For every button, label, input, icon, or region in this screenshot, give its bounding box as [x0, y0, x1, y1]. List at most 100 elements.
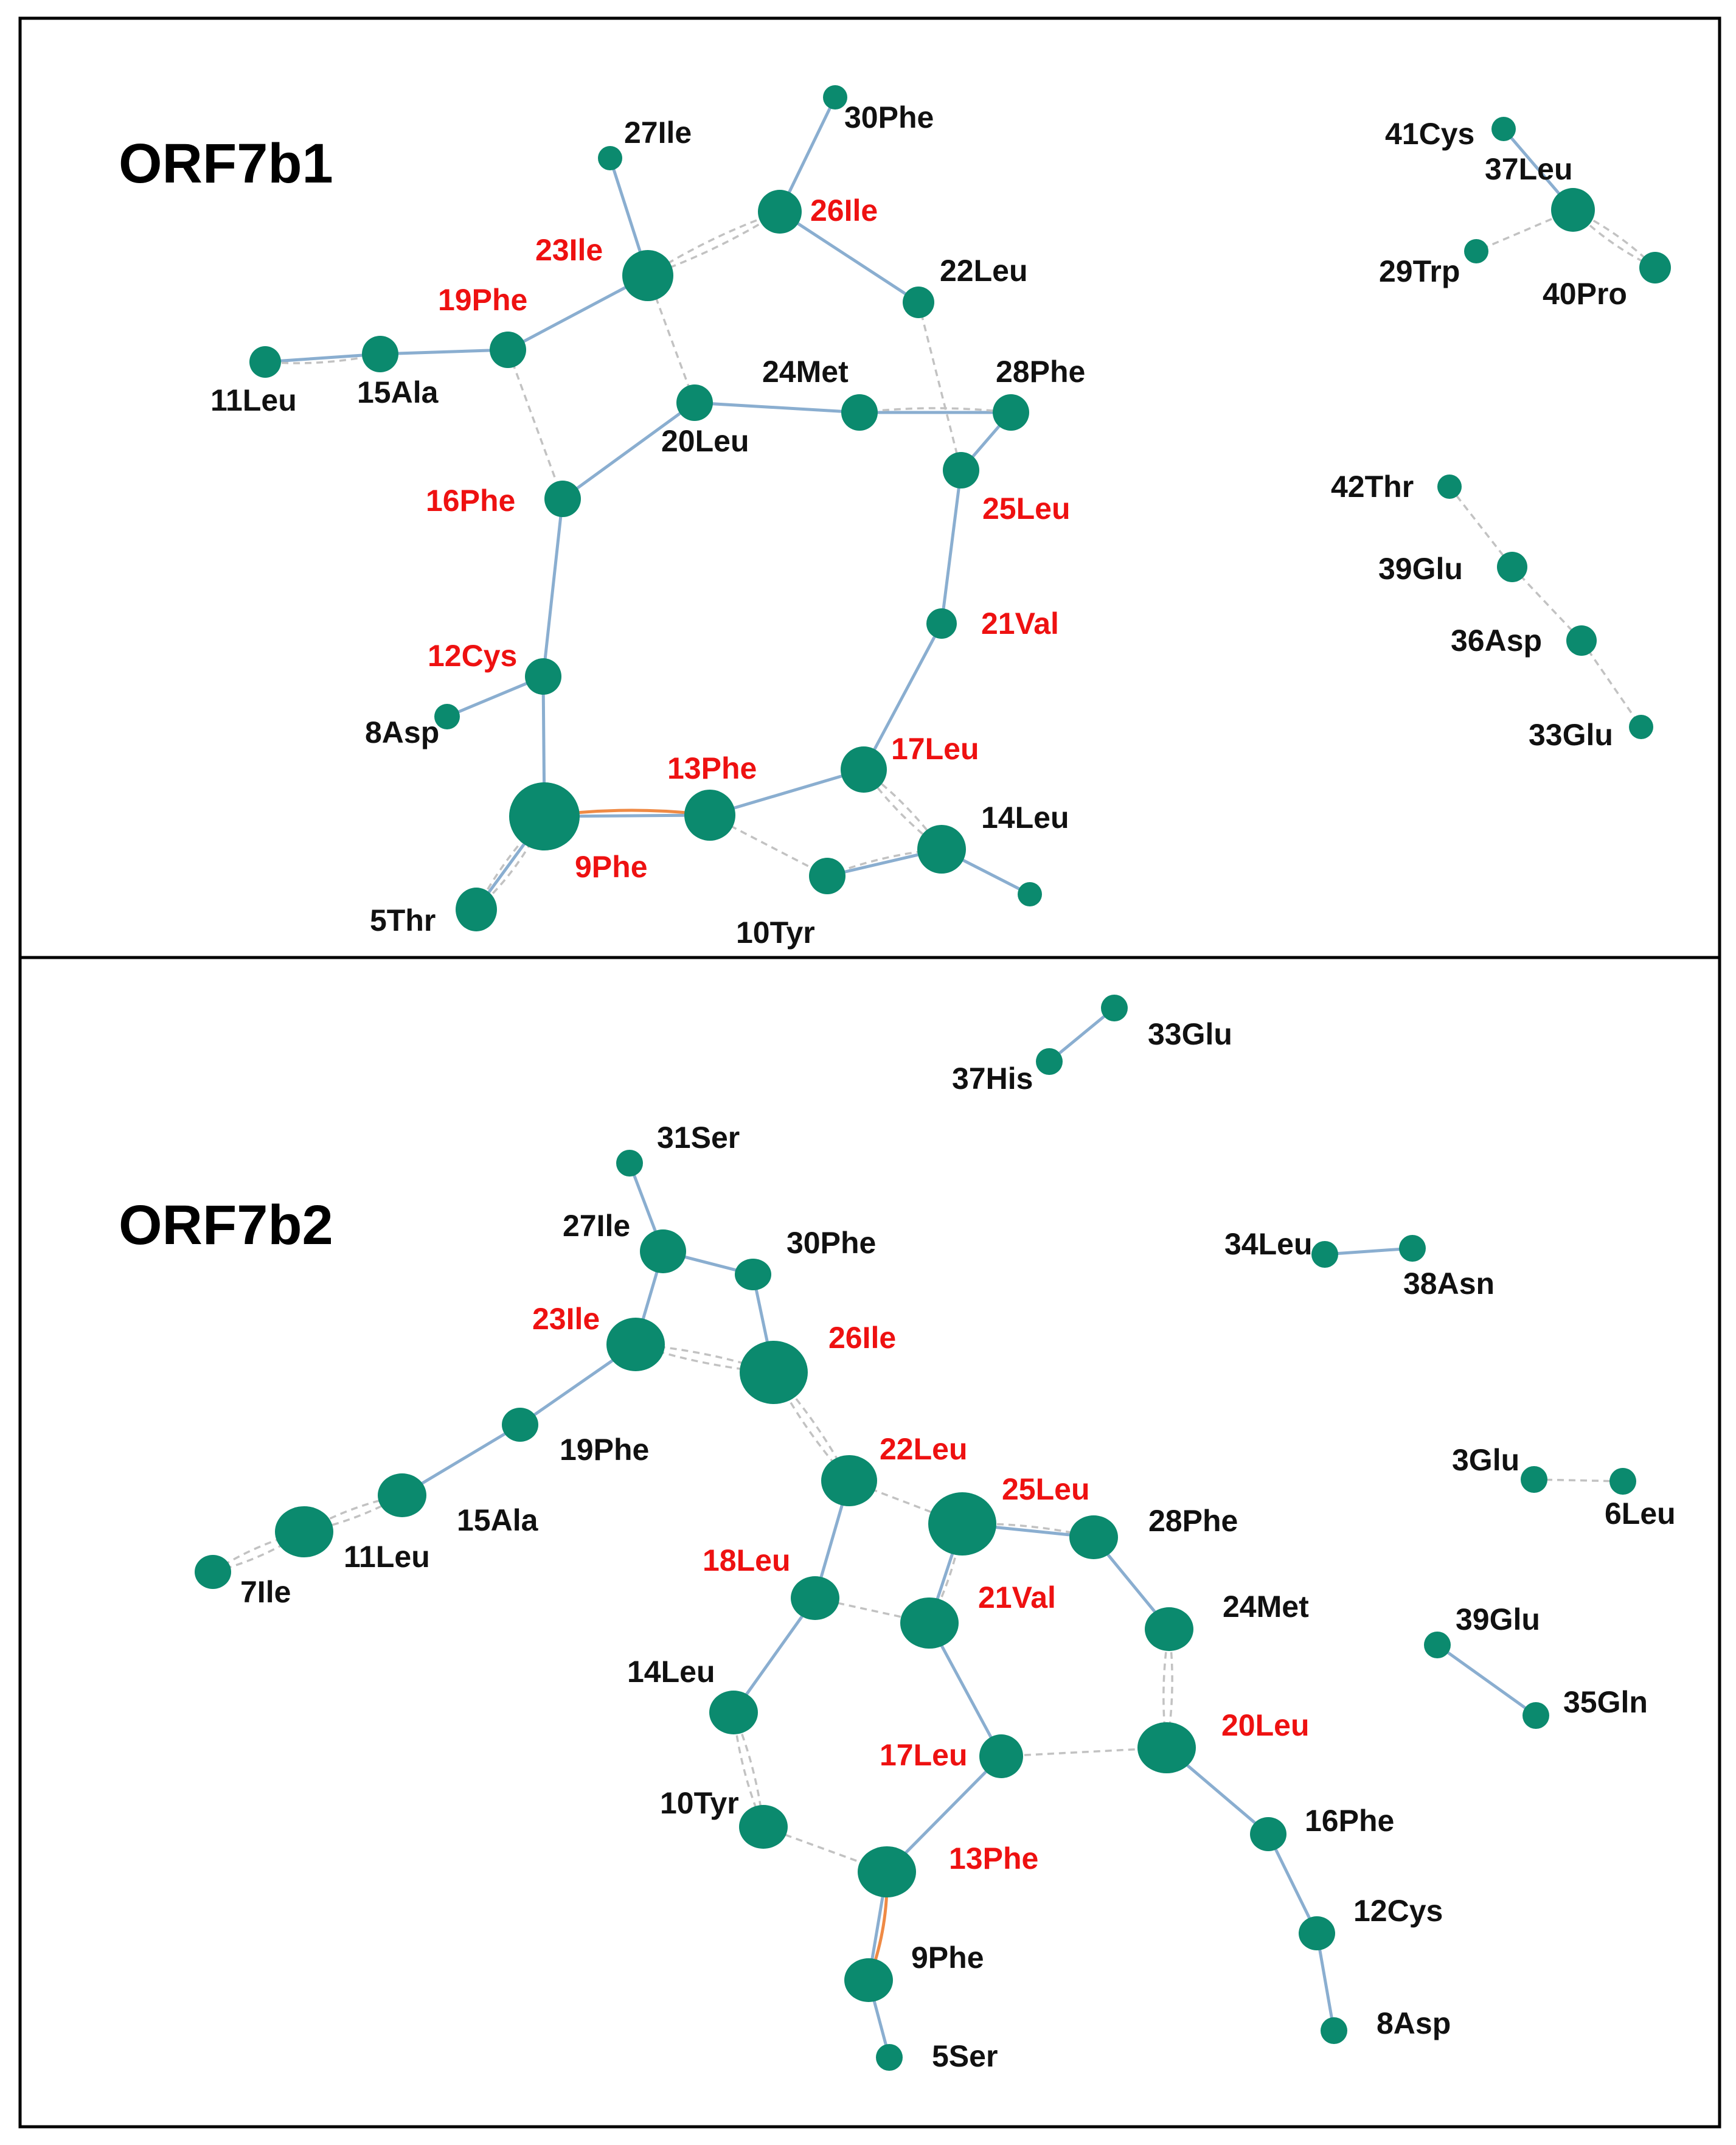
node-orf7b1-21Val	[926, 608, 957, 639]
node-orf7b2-17Leu	[979, 1734, 1023, 1778]
edge-orf7b1-16Phe-20Leu-solid	[561, 401, 696, 501]
node-label-orf7b1-25Leu: 25Leu	[982, 492, 1071, 526]
node-orf7b2-8Asp	[1321, 2017, 1347, 2044]
node-label-orf7b2-34Leu: 34Leu	[1224, 1227, 1313, 1261]
node-orf7b2-19Phe	[502, 1408, 538, 1442]
node-orf7b1-20Leu	[676, 384, 713, 421]
edge-orf7b1-12Cys-16Phe-solid	[541, 497, 564, 678]
node-label-orf7b1-39Glu: 39Glu	[1378, 552, 1463, 586]
node-label-orf7b1-14Leu: 14Leu	[981, 801, 1069, 835]
node-orf7b2-6Leu	[1609, 1468, 1636, 1495]
panel-orf7b2: ORF7b2 37His 33Glu 31Ser 27Ile 30Phe 23Ile 26I…	[18, 956, 1721, 2129]
node-label-orf7b1-33Glu: 33Glu	[1529, 718, 1613, 752]
node-orf7b1-33Glu	[1629, 715, 1653, 739]
node-label-orf7b2-25Leu: 25Leu	[1002, 1472, 1090, 1506]
node-label-orf7b1-15Ala: 15Ala	[357, 375, 439, 409]
node-orf7b2-34Leu	[1311, 1241, 1338, 1268]
node-orf7b1-28Phe	[993, 394, 1029, 431]
node-label-orf7b1-12Cys: 12Cys	[428, 639, 517, 673]
node-label-orf7b1-10Tyr: 10Tyr	[736, 916, 815, 950]
node-label-orf7b2-6Leu: 6Leu	[1605, 1497, 1676, 1531]
node-label-orf7b2-35Gln: 35Gln	[1563, 1685, 1648, 1719]
edge-orf7b1-24Met-28Phe-dashed	[859, 407, 1012, 414]
node-orf7b2-37His	[1036, 1048, 1063, 1075]
node-orf7b2-28Phe	[1069, 1515, 1118, 1559]
panel-title-orf7b2: ORF7b2	[119, 1194, 333, 1256]
node-label-orf7b1-22Leu: 22Leu	[940, 254, 1028, 288]
node-orf7b1-26Ile	[758, 190, 802, 234]
panel-title-orf7b1: ORF7b1	[119, 133, 333, 195]
node-orf7b1-40Pro	[1639, 252, 1671, 283]
node-orf7b1-17Leu	[841, 746, 887, 793]
node-label-orf7b1-36Asp: 36Asp	[1451, 624, 1542, 658]
node-orf7b2-16Phe	[1250, 1817, 1286, 1851]
panel-frame-orf7b2	[18, 956, 1721, 2129]
node-orf7b1-5Thr	[456, 888, 497, 931]
node-label-orf7b2-31Ser: 31Ser	[657, 1121, 740, 1155]
node-label-orf7b1-37Leu: 37Leu	[1485, 152, 1573, 186]
node-layer-orf7b2	[195, 995, 1636, 2071]
node-label-orf7b1-9Phe: 9Phe	[575, 850, 648, 884]
node-orf7b2-5Ser	[876, 2044, 903, 2071]
node-orf7b2-20Leu	[1137, 1722, 1196, 1773]
node-label-orf7b2-10Tyr: 10Tyr	[660, 1786, 739, 1820]
node-label-orf7b2-7Ile: 7Ile	[240, 1575, 291, 1609]
node-label-orf7b2-28Phe: 28Phe	[1148, 1504, 1238, 1538]
node-label-orf7b1-23Ile: 23Ile	[535, 233, 603, 267]
node-orf7b1-16Phe	[544, 481, 581, 517]
node-orf7b2-15Ala	[378, 1473, 426, 1517]
node-layer-orf7b1	[249, 85, 1671, 931]
node-orf7b2-22Leu	[821, 1455, 877, 1506]
node-label-orf7b2-20Leu: 20Leu	[1221, 1708, 1310, 1742]
node-label-orf7b2-38Asn: 38Asn	[1403, 1267, 1495, 1301]
node-orf7b1-24Met	[841, 394, 878, 431]
node-orf7b1-39Glu	[1497, 552, 1527, 582]
edge-orf7b1-20Leu-24Met-solid	[693, 401, 861, 414]
node-label-orf7b2-13Phe: 13Phe	[949, 1841, 1038, 1876]
node-orf7b2-10Tyr	[739, 1805, 788, 1849]
node-orf7b2-35Gln	[1522, 1702, 1549, 1729]
edge-orf7b1-22Leu-25Leu-dashed	[917, 302, 962, 471]
node-orf7b1-29Trp	[1464, 239, 1488, 263]
node-label-orf7b2-16Phe: 16Phe	[1305, 1804, 1394, 1838]
node-label-orf7b1-30Phe: 30Phe	[844, 100, 934, 134]
node-label-orf7b2-21Val: 21Val	[978, 1580, 1056, 1615]
node-orf7b1-22Leu	[903, 287, 934, 318]
node-orf7b2-33Glu	[1101, 995, 1128, 1021]
node-label-orf7b2-19Phe: 19Phe	[560, 1433, 649, 1467]
node-label-orf7b1-19Phe: 19Phe	[438, 283, 527, 317]
node-orf7b1-15Ala	[362, 336, 398, 372]
node-orf7b1-14Leu	[917, 825, 966, 874]
node-orf7b2-38Asn	[1399, 1235, 1426, 1262]
node-orf7b2-27Ile	[640, 1229, 686, 1273]
node-orf7b2-39Glu	[1424, 1632, 1451, 1658]
node-label-orf7b1-29Trp: 29Trp	[1379, 254, 1460, 288]
node-label-orf7b1-28Phe: 28Phe	[996, 355, 1085, 389]
node-label-orf7b1-21Val: 21Val	[981, 607, 1059, 641]
edge-orf7b2-39Glu-35Gln-solid	[1436, 1643, 1538, 1717]
node-orf7b1-11Leu	[249, 346, 281, 378]
node-orf7b1-37Leu	[1551, 188, 1595, 232]
node-label-orf7b2-9Phe: 9Phe	[911, 1941, 984, 1975]
node-orf7b2-12Cys	[1299, 1916, 1335, 1950]
label-layer-orf7b1: 5Thr 8Asp 9Phe 10Tyr 11Leu 12Cys 13Phe 14Leu 15A…	[210, 100, 1627, 950]
node-orf7b1-9Phe	[509, 782, 580, 850]
node-label-orf7b1-27Ile: 27Ile	[624, 116, 692, 150]
node-label-orf7b1-20Leu: 20Leu	[661, 424, 749, 458]
node-orf7b2-26Ile	[740, 1341, 808, 1404]
node-orf7b2-18Leu	[791, 1576, 839, 1620]
node-label-orf7b2-24Met: 24Met	[1223, 1590, 1309, 1624]
node-label-orf7b1-24Met: 24Met	[762, 355, 849, 389]
node-orf7b1-23Ile	[622, 250, 673, 301]
node-label-orf7b2-27Ile: 27Ile	[563, 1209, 630, 1243]
node-orf7b1-30Phe	[823, 85, 847, 110]
node-orf7b1-n14b	[1018, 882, 1042, 906]
node-orf7b2-13Phe	[858, 1846, 916, 1897]
node-orf7b2-25Leu	[928, 1492, 996, 1556]
node-orf7b1-12Cys	[525, 658, 561, 695]
node-orf7b2-7Ile	[195, 1555, 231, 1589]
node-label-orf7b1-8Asp: 8Asp	[365, 715, 439, 749]
node-label-orf7b2-8Asp: 8Asp	[1377, 2006, 1451, 2040]
node-orf7b1-27Ile	[598, 146, 622, 170]
